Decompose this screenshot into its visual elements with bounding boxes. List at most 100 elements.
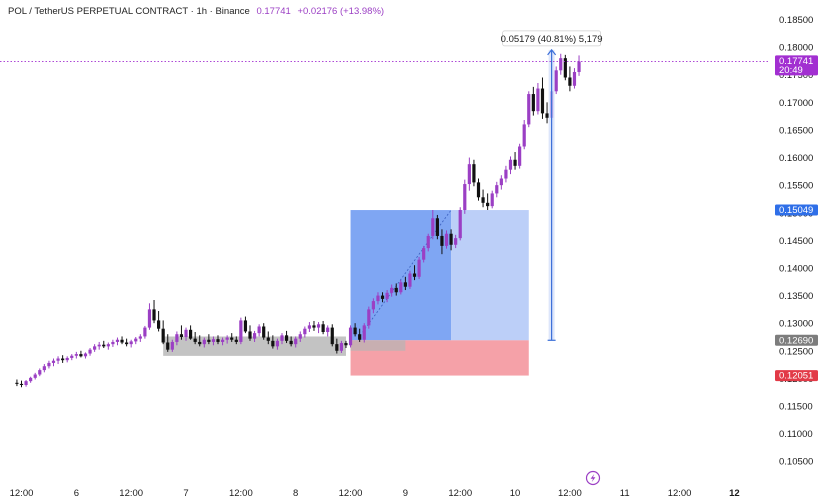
candle bbox=[106, 342, 110, 350]
candle bbox=[79, 350, 83, 358]
candle-body bbox=[472, 164, 476, 183]
candle-body bbox=[527, 94, 531, 125]
candle bbox=[344, 340, 348, 349]
candle bbox=[376, 292, 380, 305]
candle-body bbox=[440, 235, 444, 246]
candle bbox=[239, 317, 243, 345]
candle bbox=[431, 209, 435, 240]
candle-body bbox=[166, 342, 170, 350]
svg-text:POL / TetherUS PERPETUAL CONTR: POL / TetherUS PERPETUAL CONTRACT · 1h ·… bbox=[8, 6, 384, 17]
candle bbox=[390, 284, 394, 297]
candle bbox=[220, 337, 225, 346]
time-tick-label: 12:00 bbox=[558, 488, 582, 499]
candle-body bbox=[33, 374, 37, 378]
candle-body bbox=[280, 335, 284, 341]
candle-body bbox=[513, 159, 517, 166]
price-tick-label: 0.13000 bbox=[779, 319, 813, 330]
time-tick-label: 7 bbox=[183, 488, 188, 499]
candle bbox=[284, 330, 289, 344]
candle bbox=[408, 270, 412, 289]
price-tick-label: 0.16500 bbox=[779, 125, 813, 136]
candle-body bbox=[225, 337, 229, 340]
candle bbox=[540, 77, 545, 119]
candle-body bbox=[545, 113, 549, 118]
time-tick-label: 12:00 bbox=[229, 488, 253, 499]
candle bbox=[193, 332, 197, 345]
candle-body bbox=[115, 339, 120, 342]
candle-body bbox=[422, 248, 426, 260]
candle-body bbox=[463, 184, 467, 210]
candle bbox=[243, 316, 248, 334]
candle-body bbox=[284, 335, 289, 341]
candle bbox=[486, 193, 490, 210]
candle-body bbox=[380, 295, 385, 299]
candle bbox=[563, 54, 567, 81]
candle bbox=[426, 233, 430, 252]
candle-body bbox=[486, 202, 490, 207]
candle-body bbox=[307, 325, 312, 329]
candle-body bbox=[120, 339, 124, 343]
price-tick-label: 0.17000 bbox=[779, 98, 813, 109]
candle bbox=[353, 323, 357, 337]
candle-body bbox=[243, 320, 248, 332]
candle-body bbox=[97, 344, 101, 347]
measure-label: 0.05179 (40.81%) 5,179 bbox=[501, 34, 603, 45]
candle bbox=[568, 66, 572, 92]
candle bbox=[262, 323, 266, 340]
candle-body bbox=[271, 340, 275, 347]
price-axis[interactable]: 0.18500 0.18000 0.17500 0.17000 0.16500 0.160… bbox=[779, 15, 813, 468]
candle-body bbox=[175, 334, 179, 342]
candle bbox=[454, 234, 458, 249]
candle-body bbox=[339, 343, 343, 351]
measure-label-box bbox=[502, 30, 602, 47]
candle bbox=[225, 335, 229, 344]
candle bbox=[184, 327, 188, 341]
candle bbox=[472, 159, 476, 187]
candle-body bbox=[495, 185, 499, 194]
candle-body bbox=[344, 343, 348, 346]
candle bbox=[74, 351, 78, 359]
candle-body bbox=[170, 341, 174, 350]
candle bbox=[15, 379, 19, 387]
candle bbox=[481, 189, 485, 208]
price-tick-label: 0.10500 bbox=[779, 457, 813, 468]
lightning-icon[interactable] bbox=[585, 470, 601, 486]
candle bbox=[531, 86, 535, 116]
candle bbox=[303, 326, 307, 338]
price-tick-label: 0.17500 bbox=[779, 70, 813, 81]
candle-body bbox=[403, 282, 407, 287]
time-axis[interactable]: 12:00 6 12:00 7 12:00 8 12:00 9 12:00 10 12:00 11 12… bbox=[10, 488, 740, 499]
entry-price-tag-label: 0.12690 bbox=[779, 335, 813, 346]
candle bbox=[61, 355, 65, 363]
candle-body bbox=[321, 324, 325, 333]
candle bbox=[230, 333, 234, 342]
candle-body bbox=[394, 287, 398, 293]
candle-body bbox=[417, 259, 421, 277]
candle-body bbox=[476, 182, 481, 198]
candle bbox=[252, 330, 257, 342]
candle bbox=[115, 337, 120, 346]
candle-body bbox=[303, 328, 307, 335]
candle bbox=[572, 68, 577, 89]
candle bbox=[298, 331, 302, 342]
candle bbox=[467, 157, 471, 191]
candle bbox=[157, 311, 161, 332]
candle-body bbox=[134, 338, 138, 342]
candle bbox=[330, 324, 334, 347]
candle-body bbox=[390, 287, 394, 293]
candle bbox=[29, 376, 33, 383]
entry-overlay bbox=[350, 340, 406, 351]
candle bbox=[422, 245, 426, 263]
candle-body bbox=[568, 77, 572, 86]
last-price-countdown: 20:49 bbox=[779, 65, 803, 76]
candle bbox=[175, 331, 179, 346]
candle-body bbox=[536, 88, 540, 112]
candle bbox=[435, 214, 439, 240]
candle bbox=[19, 380, 24, 388]
candle-body bbox=[294, 338, 298, 345]
candle-body bbox=[179, 334, 184, 337]
candle bbox=[134, 336, 138, 345]
candle-body bbox=[522, 124, 526, 147]
